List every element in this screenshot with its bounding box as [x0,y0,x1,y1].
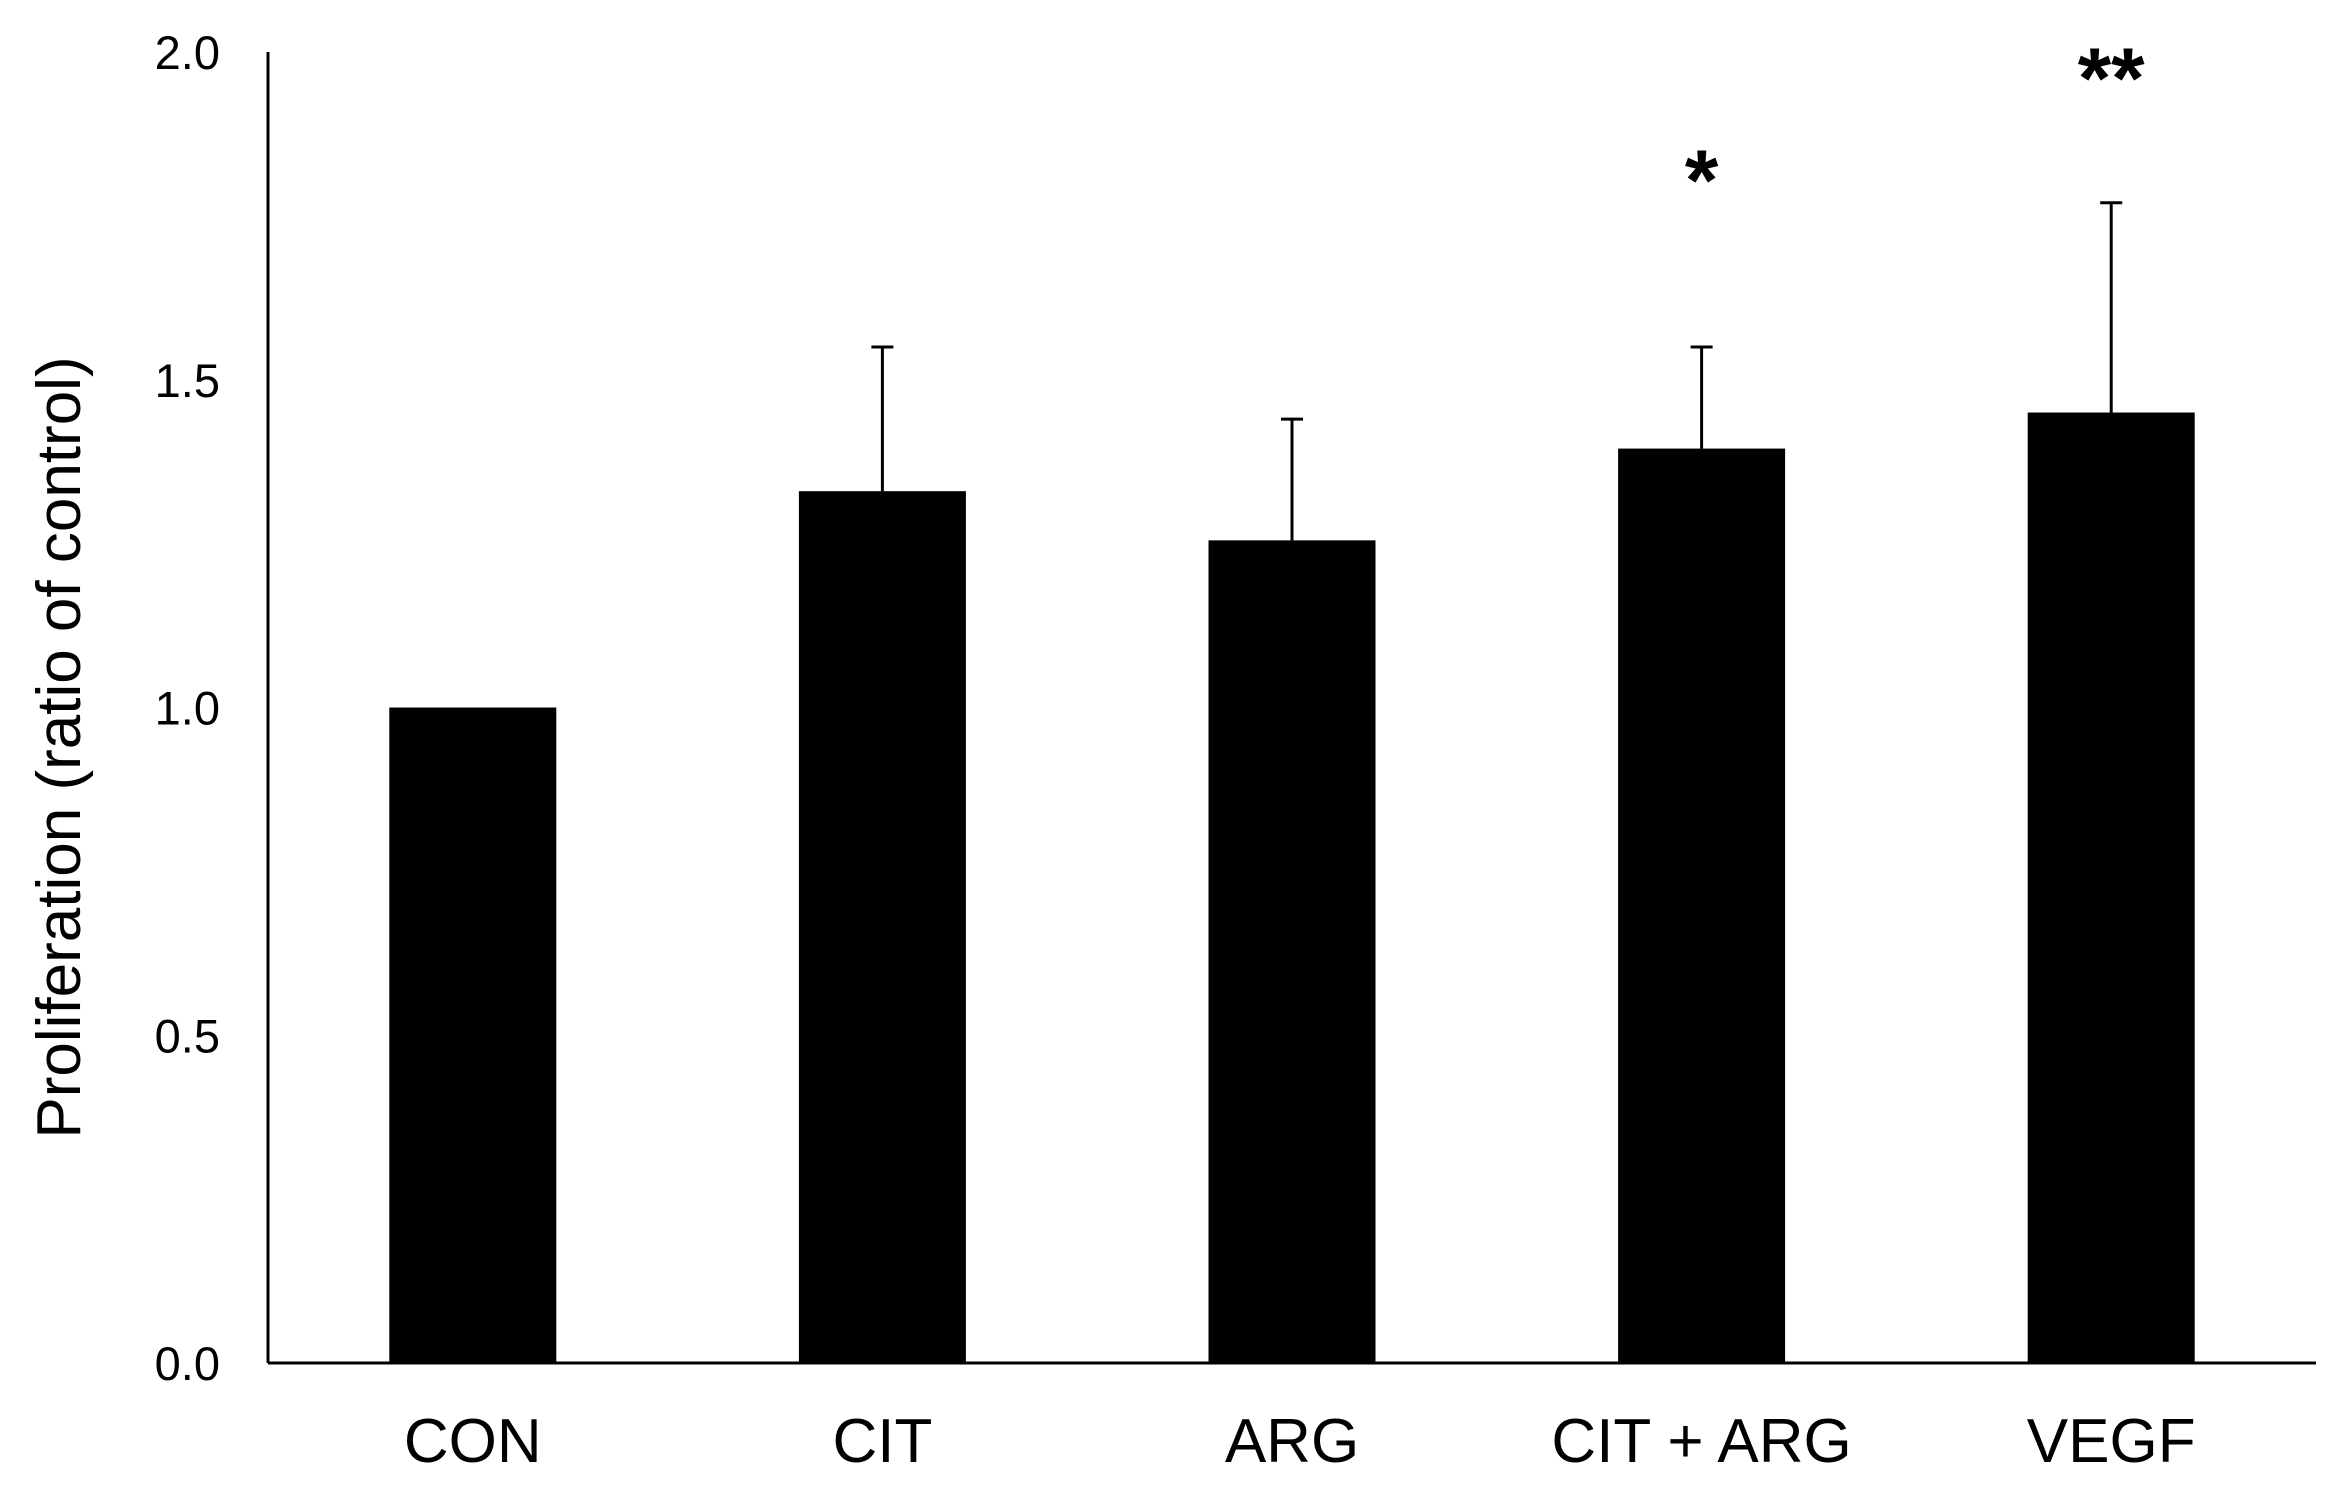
bar [1618,448,1786,1363]
x-category-label: CON [404,1407,542,1476]
significance-marker: ** [2078,31,2145,127]
category-labels: CON CIT ARG CIT + ARG VEGF [404,1407,2196,1476]
y-tick-label: 0.5 [155,1009,220,1062]
significance-marker: * [1685,133,1719,229]
bars-layer [389,412,2195,1363]
x-category-label: VEGF [2027,1407,2196,1476]
y-tick-labels: 0.0 0.5 1.0 1.5 2.0 [155,26,220,1390]
bar [2027,412,2195,1363]
x-category-label: ARG [1225,1407,1359,1476]
significance-markers: *** [1685,31,2145,229]
error-bars-layer [871,201,2123,541]
y-tick-label: 2.0 [155,26,220,79]
y-tick-label: 1.5 [155,354,220,407]
y-tick-label: 0.0 [155,1337,220,1390]
bar [1208,540,1376,1363]
y-tick-label: 1.0 [155,682,220,735]
y-axis-title: Proliferation (ratio of control) [25,356,94,1138]
x-category-label: CIT [832,1407,932,1476]
bar [798,491,966,1363]
x-category-label: CIT + ARG [1551,1407,1851,1476]
bar [389,707,557,1363]
